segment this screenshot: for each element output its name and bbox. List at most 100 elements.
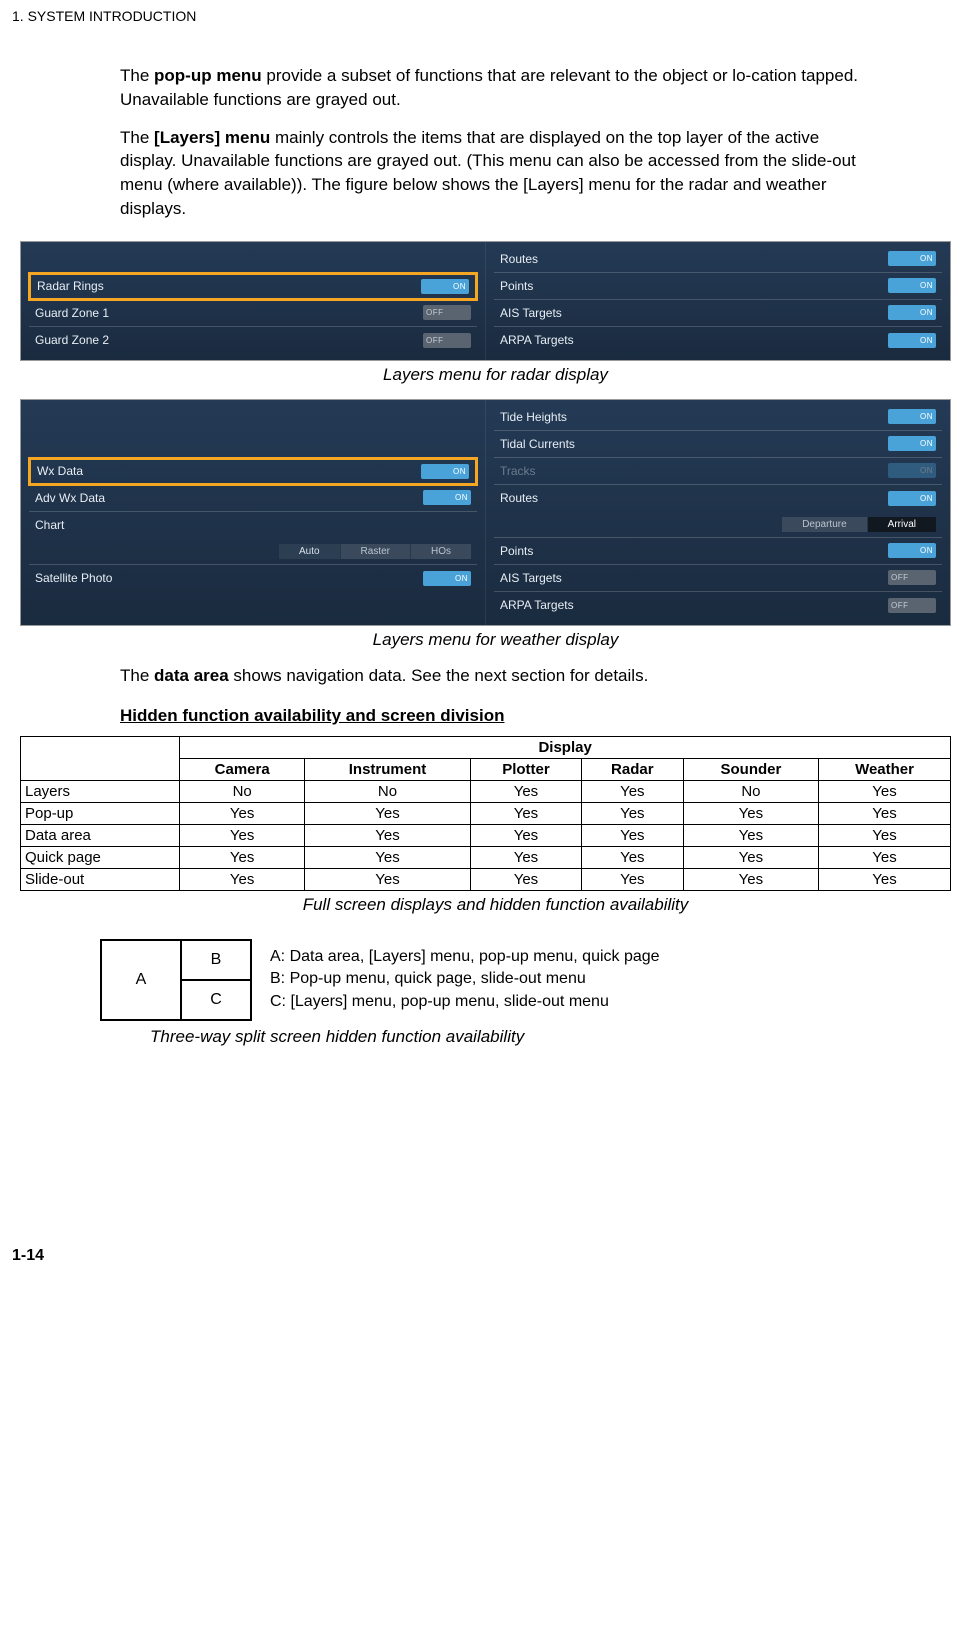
dep-arr-row: Departure Arrival (494, 512, 942, 538)
bold-text: data area (154, 666, 229, 685)
toggle-disabled: ON (888, 463, 936, 478)
menu-label: Tide Heights (500, 410, 888, 424)
table-header-display: Display (180, 736, 951, 758)
menu-label: Points (500, 544, 888, 558)
col-camera: Camera (180, 758, 305, 780)
chart-segment-row: Auto Raster HOs (29, 539, 477, 565)
split-cell-c: C (181, 980, 251, 1020)
menu-row-points[interactable]: Points ON (494, 273, 942, 300)
menu-row-satellite[interactable]: Satellite Photo ON (29, 565, 477, 592)
segment-control[interactable]: Departure Arrival (782, 517, 936, 532)
menu-row-ais[interactable]: AIS Targets ON (494, 300, 942, 327)
menu-label: Routes (500, 252, 888, 266)
paragraph-layers: The [Layers] menu mainly controls the it… (120, 126, 871, 221)
table-row: Data areaYesYesYesYesYesYes (21, 824, 951, 846)
page-header: 1. SYSTEM INTRODUCTION (0, 8, 971, 24)
toggle-on[interactable]: ON (888, 278, 936, 293)
menu-label: Wx Data (37, 464, 421, 478)
menu-col-left: Wx Data ON Adv Wx Data ON Chart Auto Ras… (21, 400, 485, 625)
text: The (120, 666, 154, 685)
menu-label: Routes (500, 491, 888, 505)
caption-table: Full screen displays and hidden function… (120, 895, 871, 915)
toggle-on[interactable]: ON (888, 251, 936, 266)
menu-col-left: Radar Rings ON Guard Zone 1 OFF Guard Zo… (21, 242, 485, 360)
menu-label: ARPA Targets (500, 598, 888, 612)
toggle-on[interactable]: ON (888, 305, 936, 320)
paragraph-popup: The pop-up menu provide a subset of func… (120, 64, 871, 112)
toggle-on[interactable]: ON (888, 543, 936, 558)
menu-row-advwx[interactable]: Adv Wx Data ON (29, 485, 477, 512)
menu-row-chart[interactable]: Chart (29, 512, 477, 539)
menu-row-routes[interactable]: Routes ON (494, 246, 942, 273)
seg-departure[interactable]: Departure (782, 517, 867, 532)
toggle-on[interactable]: ON (888, 491, 936, 506)
menu-label: AIS Targets (500, 571, 888, 585)
page-number: 1-14 (0, 1247, 971, 1265)
availability-table: Display Camera Instrument Plotter Radar … (20, 736, 951, 891)
toggle-on[interactable]: ON (888, 333, 936, 348)
menu-label: Satellite Photo (35, 571, 423, 585)
subheading-hidden: Hidden function availability and screen … (120, 706, 871, 726)
segment-control[interactable]: Auto Raster HOs (279, 544, 471, 559)
menu-row-guard1[interactable]: Guard Zone 1 OFF (29, 300, 477, 327)
menu-label: Adv Wx Data (35, 491, 423, 505)
seg-raster[interactable]: Raster (341, 544, 411, 559)
split-cell-b: B (181, 940, 251, 980)
table-row: Slide-outYesYesYesYesYesYes (21, 868, 951, 890)
legend-line: B: Pop-up menu, quick page, slide-out me… (270, 968, 660, 990)
legend-line: C: [Layers] menu, pop-up menu, slide-out… (270, 991, 660, 1013)
toggle-off[interactable]: OFF (888, 598, 936, 613)
split-diagram: A B C (100, 939, 252, 1021)
menu-row-points2[interactable]: Points ON (494, 538, 942, 565)
toggle-on[interactable]: ON (888, 436, 936, 451)
col-sounder: Sounder (683, 758, 818, 780)
toggle-off[interactable]: OFF (423, 333, 471, 348)
menu-row-wxdata[interactable]: Wx Data ON (29, 458, 477, 485)
table-row: Quick pageYesYesYesYesYesYes (21, 846, 951, 868)
table-row: LayersNoNoYesYesNoYes (21, 780, 951, 802)
seg-hos[interactable]: HOs (411, 544, 471, 559)
text: The (120, 128, 154, 147)
menu-label: AIS Targets (500, 306, 888, 320)
menu-label: Guard Zone 2 (35, 333, 423, 347)
toggle-on[interactable]: ON (423, 490, 471, 505)
menu-label: Tracks (500, 464, 888, 478)
toggle-off[interactable]: OFF (423, 305, 471, 320)
menu-label: Chart (35, 518, 471, 532)
bold-text: [Layers] menu (154, 128, 270, 147)
bold-text: pop-up menu (154, 66, 262, 85)
radar-menu-screenshot: Radar Rings ON Guard Zone 1 OFF Guard Zo… (20, 241, 951, 361)
weather-menu-screenshot: Wx Data ON Adv Wx Data ON Chart Auto Ras… (20, 399, 951, 626)
caption-radar: Layers menu for radar display (120, 365, 871, 385)
toggle-on[interactable]: ON (888, 409, 936, 424)
menu-row-arpa[interactable]: ARPA Targets ON (494, 327, 942, 354)
menu-label: Guard Zone 1 (35, 306, 423, 320)
toggle-on[interactable]: ON (421, 464, 469, 479)
paragraph-dataarea: The data area shows navigation data. See… (120, 664, 871, 688)
menu-col-right: Tide Heights ON Tidal Currents ON Tracks… (485, 400, 950, 625)
menu-label: Tidal Currents (500, 437, 888, 451)
menu-row-guard2[interactable]: Guard Zone 2 OFF (29, 327, 477, 354)
content-area: The pop-up menu provide a subset of func… (0, 64, 971, 1047)
menu-row-arpa2[interactable]: ARPA Targets OFF (494, 592, 942, 619)
seg-auto[interactable]: Auto (279, 544, 341, 559)
toggle-off[interactable]: OFF (888, 570, 936, 585)
figure-radar-layers: Radar Rings ON Guard Zone 1 OFF Guard Zo… (20, 241, 951, 361)
menu-row-radar-rings[interactable]: Radar Rings ON (29, 273, 477, 300)
legend-line: A: Data area, [Layers] menu, pop-up menu… (270, 946, 660, 968)
toggle-on[interactable]: ON (423, 571, 471, 586)
text: The (120, 66, 154, 85)
col-instrument: Instrument (305, 758, 471, 780)
col-plotter: Plotter (470, 758, 581, 780)
menu-row-routes[interactable]: Routes ON (494, 485, 942, 512)
menu-row-tidalcurrents[interactable]: Tidal Currents ON (494, 431, 942, 458)
col-weather: Weather (819, 758, 951, 780)
menu-row-tideheights[interactable]: Tide Heights ON (494, 404, 942, 431)
menu-label: Radar Rings (37, 279, 421, 293)
menu-col-right: Routes ON Points ON AIS Targets ON ARPA … (485, 242, 950, 360)
split-diagram-wrap: A B C A: Data area, [Layers] menu, pop-u… (120, 939, 871, 1021)
table-row: Pop-upYesYesYesYesYesYes (21, 802, 951, 824)
seg-arrival[interactable]: Arrival (868, 517, 936, 532)
menu-row-ais2[interactable]: AIS Targets OFF (494, 565, 942, 592)
toggle-on[interactable]: ON (421, 279, 469, 294)
